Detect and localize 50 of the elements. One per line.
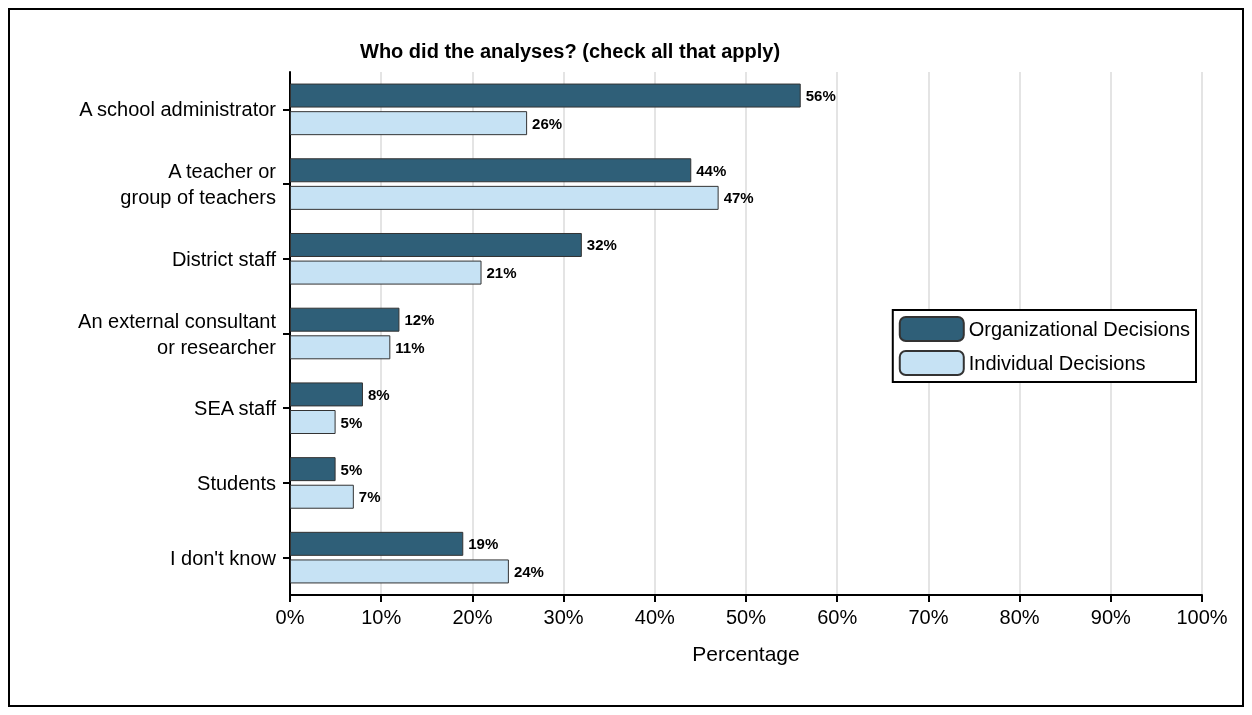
x-tick-label: 0% — [275, 606, 305, 628]
data-label: 8% — [367, 385, 390, 403]
x-tick-label: 40% — [634, 606, 676, 628]
y-tick-label: A school administrator — [79, 98, 277, 121]
data-label: 26% — [532, 114, 563, 132]
bar — [290, 559, 509, 584]
bar — [290, 307, 400, 332]
data-label: 24% — [513, 562, 544, 580]
x-tick-label: 90% — [1090, 606, 1132, 628]
bar — [290, 410, 336, 435]
data-label: 19% — [468, 535, 499, 553]
bar — [290, 531, 464, 556]
y-tick-label: SEA staff — [194, 397, 277, 420]
x-tick-label: 100% — [1176, 606, 1228, 628]
bar — [290, 335, 391, 360]
bar — [290, 158, 692, 183]
data-label: 56% — [805, 87, 836, 105]
data-label: 5% — [340, 413, 363, 431]
bar — [290, 382, 363, 407]
bar — [290, 260, 482, 285]
x-tick-label: 60% — [817, 606, 858, 628]
legend-label: Organizational Decisions — [968, 318, 1191, 340]
data-label: 7% — [358, 488, 381, 506]
y-tick-label: A teacher or group of teachers — [120, 160, 277, 209]
y-tick-label: I don't know — [169, 546, 277, 569]
x-tick-label: 70% — [908, 606, 949, 628]
bar — [290, 484, 354, 509]
data-label: 32% — [586, 236, 617, 254]
data-label: 5% — [340, 460, 363, 478]
x-tick-label: 30% — [543, 606, 584, 628]
bar — [290, 111, 528, 136]
chart-title: Who did the analyses? (check all that apply) — [360, 40, 781, 62]
bar — [290, 83, 801, 108]
data-label: 21% — [486, 264, 517, 282]
data-label: 11% — [395, 338, 425, 356]
data-label: 47% — [723, 189, 754, 207]
data-label: 44% — [696, 161, 727, 179]
x-tick-label: 50% — [725, 606, 767, 628]
y-tick-label: District staff — [171, 247, 277, 270]
legend-label: Individual Decisions — [968, 352, 1146, 374]
y-tick-label: Students — [197, 471, 276, 494]
bar — [290, 457, 336, 482]
bar — [290, 185, 719, 210]
bar — [290, 232, 582, 257]
x-tick-label: 20% — [452, 606, 493, 628]
x-tick-label: 10% — [361, 606, 402, 628]
x-tick-label: 80% — [999, 606, 1040, 628]
y-tick-label: An external consultant or researcher — [78, 309, 277, 358]
x-axis-title: Percentage — [692, 642, 800, 665]
data-label: 12% — [404, 311, 435, 329]
